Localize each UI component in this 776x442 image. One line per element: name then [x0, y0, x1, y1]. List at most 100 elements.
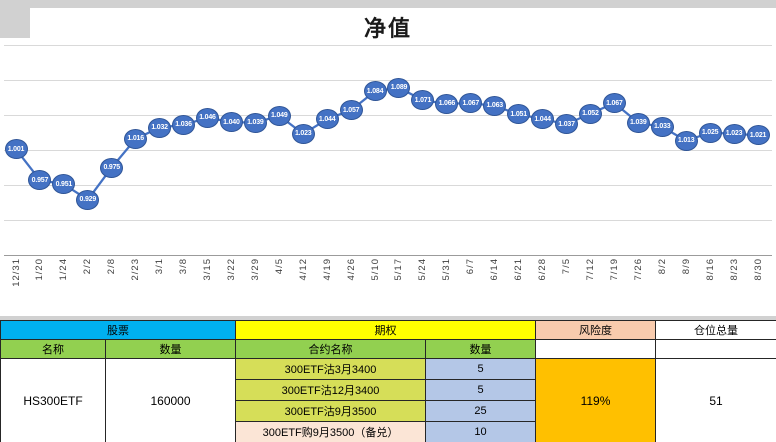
name-column-header[interactable]: 名称: [0, 339, 106, 359]
contract-name-cell[interactable]: 300ETF沽12月3400: [235, 379, 426, 401]
risk-section-header[interactable]: 风险度: [535, 320, 656, 340]
empty-cell[interactable]: [655, 339, 776, 359]
x-axis-label: 3/29: [249, 258, 261, 281]
x-axis-line: [4, 255, 772, 256]
stock-section-header[interactable]: 股票: [0, 320, 236, 340]
x-axis-label: 5/10: [369, 258, 381, 281]
data-point-marker: 1.039: [626, 112, 650, 133]
contract-name-cell[interactable]: 300ETF沽9月3500: [235, 400, 426, 422]
x-axis-label: 1/24: [58, 258, 70, 281]
data-point-marker: 1.057: [339, 100, 363, 121]
data-point-marker: 1.067: [602, 93, 626, 114]
data-point-marker: 1.071: [411, 90, 435, 111]
contract-qty-cell[interactable]: 25: [425, 400, 536, 422]
x-axis-label: 7/5: [561, 258, 573, 275]
x-axis-label: 4/19: [321, 258, 333, 281]
contract-name-header[interactable]: 合约名称: [235, 339, 426, 359]
gridline: [4, 185, 772, 186]
data-point-marker: 1.001: [4, 139, 28, 160]
data-point-marker: 0.975: [100, 157, 124, 178]
data-point-marker: 1.013: [674, 130, 698, 151]
position-total-header[interactable]: 仓位总量: [655, 320, 776, 340]
x-axis-label: 4/5: [273, 258, 285, 275]
x-axis-label: 6/7: [465, 258, 477, 275]
sheet-corner: [0, 8, 30, 38]
data-point-marker: 1.039: [243, 112, 267, 133]
net-value-chart[interactable]: 1.001 0.957 0.951 0.929 0.975 1.016 1.032 1.036…: [0, 8, 776, 316]
x-axis-label: 5/17: [393, 258, 405, 281]
data-point-marker: 1.051: [507, 104, 531, 125]
stock-qty-cell[interactable]: 160000: [105, 358, 236, 442]
contract-name-cell[interactable]: 300ETF购9月3500（备兑）: [235, 421, 426, 442]
data-point-marker: 1.044: [531, 109, 555, 130]
data-point-marker: 1.046: [195, 107, 219, 128]
contract-qty-cell[interactable]: 5: [425, 358, 536, 380]
x-axis-label: 8/2: [656, 258, 668, 275]
data-point-marker: 1.033: [650, 116, 674, 137]
gridline: [4, 150, 772, 151]
contract-qty-cell[interactable]: 10: [425, 421, 536, 442]
x-axis-label: 2/2: [82, 258, 94, 275]
data-point-marker: 1.084: [363, 81, 387, 102]
data-point-marker: 0.951: [52, 174, 76, 195]
data-point-marker: 0.957: [28, 170, 52, 191]
data-point-marker: 1.067: [459, 93, 483, 114]
x-axis-label: 7/19: [608, 258, 620, 281]
positions-table-wrap: 股票 期权 风险度 仓位总量 名称 数量 合约名称 数量 HS300ETF 16…: [0, 320, 776, 442]
risk-value-cell[interactable]: 119%: [535, 358, 656, 442]
data-point-marker: 0.929: [76, 189, 100, 210]
x-axis-label: 6/14: [489, 258, 501, 281]
x-axis-label: 3/8: [178, 258, 190, 275]
x-axis-label: 12/31: [10, 258, 22, 287]
plot-area: 1.001 0.957 0.951 0.929 0.975 1.016 1.032 1.036…: [0, 8, 776, 316]
x-axis-label: 3/15: [201, 258, 213, 281]
data-point-marker: 1.089: [387, 77, 411, 98]
x-axis-label: 8/30: [752, 258, 764, 281]
empty-cell[interactable]: [535, 339, 656, 359]
x-axis-label: 4/26: [345, 258, 357, 281]
x-axis-label: 1/20: [34, 258, 46, 281]
data-point-marker: 1.025: [698, 122, 722, 143]
data-point-marker: 1.032: [148, 117, 172, 138]
qty-column-header[interactable]: 数量: [105, 339, 236, 359]
x-axis-label: 4/12: [297, 258, 309, 281]
x-axis-label: 7/26: [632, 258, 644, 281]
positions-table: 股票 期权 风险度 仓位总量 名称 数量 合约名称 数量 HS300ETF 16…: [0, 320, 776, 442]
x-axis-label: 3/1: [154, 258, 166, 275]
stock-name-cell[interactable]: HS300ETF: [0, 358, 106, 442]
x-axis-label: 8/23: [728, 258, 740, 281]
x-axis-label: 2/8: [106, 258, 118, 275]
data-point-marker: 1.037: [555, 114, 579, 135]
data-point-marker: 1.063: [483, 95, 507, 116]
gridline: [4, 45, 772, 46]
data-point-marker: 1.023: [291, 123, 315, 144]
x-axis-label: 8/9: [680, 258, 692, 275]
contract-qty-cell[interactable]: 5: [425, 379, 536, 401]
data-point-marker: 1.040: [219, 112, 243, 132]
data-point-marker: 1.023: [722, 123, 746, 144]
x-axis-label: 7/12: [584, 258, 596, 281]
gridline: [4, 80, 772, 81]
gridline: [4, 115, 772, 116]
position-value-cell[interactable]: 51: [655, 358, 776, 442]
option-section-header[interactable]: 期权: [235, 320, 536, 340]
contract-name-cell[interactable]: 300ETF沽3月3400: [235, 358, 426, 380]
data-point-marker: 1.021: [746, 125, 770, 146]
chart-title: 净值: [363, 16, 412, 41]
x-axis-label: 2/23: [130, 258, 142, 281]
x-axis-label: 5/24: [417, 258, 429, 281]
x-axis-label: 8/16: [704, 258, 716, 281]
x-axis-label: 6/21: [513, 258, 525, 281]
contract-qty-header[interactable]: 数量: [425, 339, 536, 359]
x-axis-label: 6/28: [537, 258, 549, 281]
x-axis-label: 3/22: [225, 258, 237, 281]
gridline: [4, 220, 772, 221]
data-point-marker: 1.049: [267, 105, 291, 126]
data-point-marker: 1.052: [578, 103, 602, 124]
x-axis-label: 5/31: [441, 258, 453, 281]
data-point-marker: 1.066: [435, 93, 459, 114]
data-point-marker: 1.044: [315, 109, 339, 130]
data-point-marker: 1.036: [172, 114, 196, 135]
data-point-marker: 1.016: [124, 128, 148, 149]
